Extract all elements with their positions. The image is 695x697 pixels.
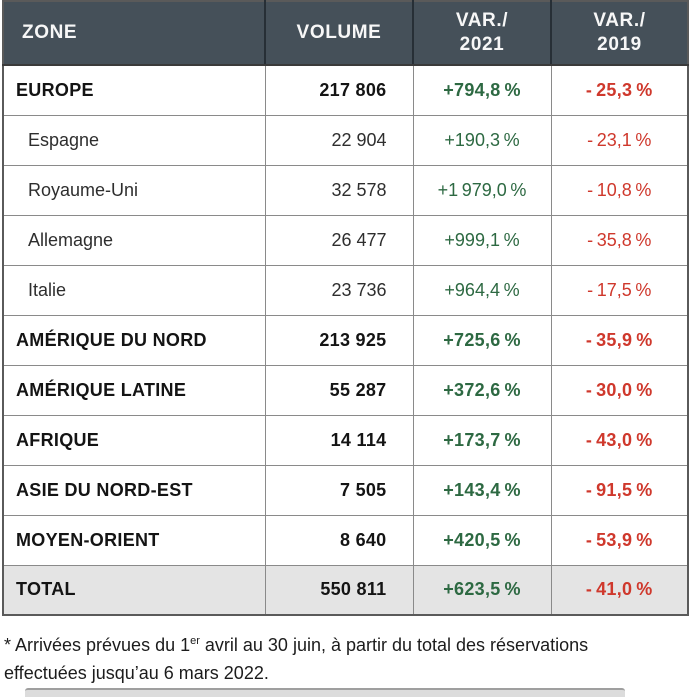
table-row-amerique-latine: AMÉRIQUE LATINE 55 287 +372,6 % - 30,0 % — [2, 364, 689, 416]
header-row: ZONE VOLUME VAR./ 2021 VAR./ 2019 — [3, 1, 688, 66]
table-row-asie-du-nord-est: ASIE DU NORD-EST 7 505 +143,4 % - 91,5 % — [2, 464, 689, 516]
var-2021-cell: +623,5 % — [412, 564, 552, 616]
volume-cell: 550 811 — [264, 564, 414, 616]
zone-cell: Italie — [2, 264, 266, 316]
var-2019-cell: - 91,5 % — [550, 464, 689, 516]
volume-cell: 217 806 — [264, 64, 414, 116]
zone-cell: MOYEN-ORIENT — [2, 514, 266, 566]
column-header-zone: ZONE — [3, 1, 265, 66]
var-2021-cell: +725,6 % — [412, 314, 552, 366]
zone-cell: ASIE DU NORD-EST — [2, 464, 266, 516]
var-2019-cell: - 53,9 % — [550, 514, 689, 566]
volume-cell: 22 904 — [264, 114, 414, 166]
table-row-moyen-orient: MOYEN-ORIENT 8 640 +420,5 % - 53,9 % — [2, 514, 689, 566]
table-row-amerique-du-nord: AMÉRIQUE DU NORD 213 925 +725,6 % - 35,9… — [2, 314, 689, 366]
footnote-line2: effectuées jusqu’au 6 mars 2022. — [4, 662, 269, 683]
column-header-var-2019: VAR./ 2019 — [550, 1, 688, 66]
zone-cell: Royaume-Uni — [2, 164, 266, 216]
volume-cell: 7 505 — [264, 464, 414, 516]
zone-cell: Allemagne — [2, 214, 266, 266]
table-row-allemagne: Allemagne 26 477 +999,1 % - 35,8 % — [2, 214, 689, 266]
var-2021-cell: +420,5 % — [412, 514, 552, 566]
var-2019-cell: - 41,0 % — [550, 564, 689, 616]
arrivals-by-zone-table: ZONE VOLUME VAR./ 2021 VAR./ 2019 EUROPE… — [2, 0, 689, 616]
var-2021-cell: +143,4 % — [412, 464, 552, 516]
volume-cell: 14 114 — [264, 414, 414, 466]
volume-cell: 23 736 — [264, 264, 414, 316]
var-2021-cell: +964,4 % — [412, 264, 552, 316]
table-row-afrique: AFRIQUE 14 114 +173,7 % - 43,0 % — [2, 414, 689, 466]
var-2021-cell: +372,6 % — [412, 364, 552, 416]
var-2021-cell: +190,3 % — [412, 114, 552, 166]
zone-cell: AMÉRIQUE DU NORD — [2, 314, 266, 366]
var-2019-cell: - 43,0 % — [550, 414, 689, 466]
var-2021-cell: +794,8 % — [412, 64, 552, 116]
column-header-volume: VOLUME — [264, 1, 413, 66]
bottom-divider-bar — [25, 688, 625, 697]
table-row-europe: EUROPE 217 806 +794,8 % - 25,3 % — [2, 64, 689, 116]
var-2019-cell: - 25,3 % — [550, 64, 689, 116]
var-2019-cell: - 17,5 % — [550, 264, 689, 316]
var-2021-cell: +1 979,0 % — [412, 164, 552, 216]
table-row-royaume-uni: Royaume-Uni 32 578 +1 979,0 % - 10,8 % — [2, 164, 689, 216]
var-2019-cell: - 35,8 % — [550, 214, 689, 266]
volume-cell: 32 578 — [264, 164, 414, 216]
footnote: * Arrivées prévues du 1er avril au 30 ju… — [4, 632, 695, 688]
volume-cell: 26 477 — [264, 214, 414, 266]
zone-cell: TOTAL — [2, 564, 266, 616]
volume-cell: 8 640 — [264, 514, 414, 566]
zone-cell: Espagne — [2, 114, 266, 166]
var-2019-cell: - 35,9 % — [550, 314, 689, 366]
table-header: ZONE VOLUME VAR./ 2021 VAR./ 2019 — [3, 1, 688, 66]
var-2021-cell: +173,7 % — [412, 414, 552, 466]
footnote-line1-prefix: * Arrivées prévues du 1 — [4, 635, 191, 655]
var-2019-cell: - 10,8 % — [550, 164, 689, 216]
zone-cell: AFRIQUE — [2, 414, 266, 466]
table-body: EUROPE 217 806 +794,8 % - 25,3 % Espagne… — [2, 64, 689, 616]
footnote-superscript: er — [190, 635, 200, 647]
var-2021-cell: +999,1 % — [412, 214, 552, 266]
column-header-var-2021: VAR./ 2021 — [412, 1, 551, 66]
volume-cell: 55 287 — [264, 364, 414, 416]
zone-cell: EUROPE — [2, 64, 266, 116]
table-row-italie: Italie 23 736 +964,4 % - 17,5 % — [2, 264, 689, 316]
zone-cell: AMÉRIQUE LATINE — [2, 364, 266, 416]
var-2019-cell: - 30,0 % — [550, 364, 689, 416]
table-row-total: TOTAL 550 811 +623,5 % - 41,0 % — [2, 564, 689, 616]
table-row-espagne: Espagne 22 904 +190,3 % - 23,1 % — [2, 114, 689, 166]
footnote-line1-suffix: avril au 30 juin, à partir du total des … — [199, 635, 589, 655]
volume-cell: 213 925 — [264, 314, 414, 366]
var-2019-cell: - 23,1 % — [550, 114, 689, 166]
